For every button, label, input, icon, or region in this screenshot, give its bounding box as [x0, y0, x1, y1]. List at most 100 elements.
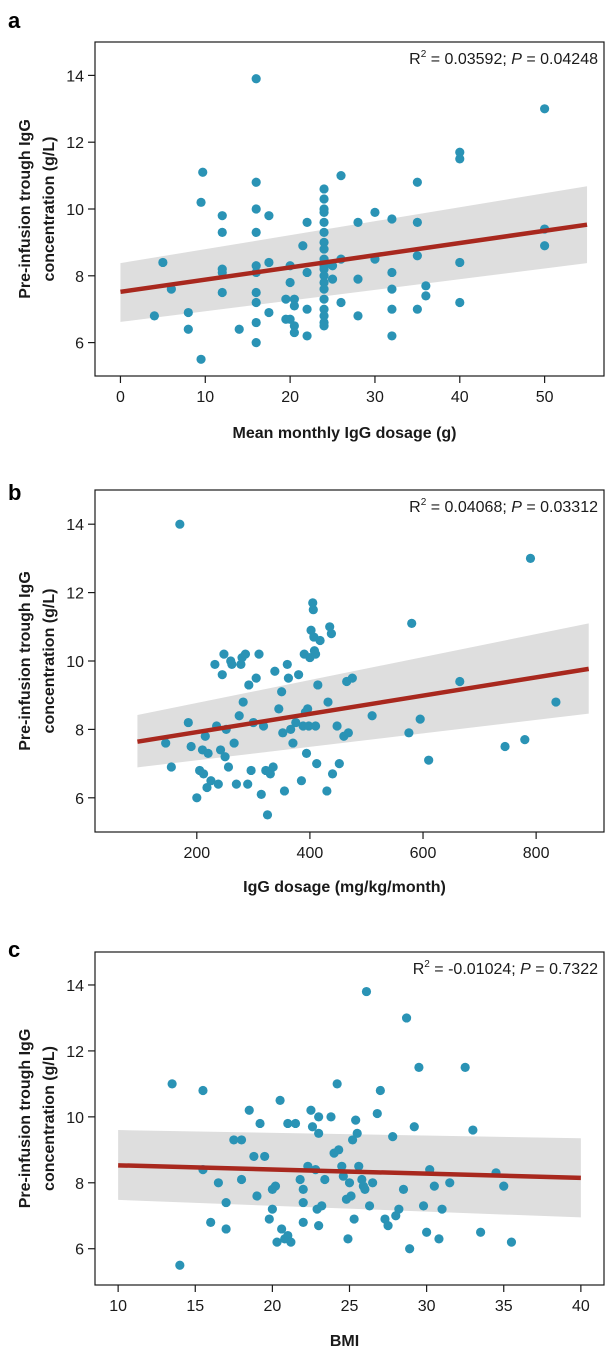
data-point	[424, 755, 434, 765]
data-point	[323, 697, 333, 707]
panel-a: a 0 10 20 30 40 50 6 8 10 12 14 Mean monthly IgG dos…	[8, 8, 605, 442]
y-tick-label: 12	[66, 586, 84, 603]
data-point	[319, 237, 329, 247]
data-point	[434, 1234, 444, 1244]
x-tick-label: 600	[410, 845, 437, 862]
data-point	[313, 680, 323, 690]
data-point	[236, 1135, 247, 1145]
data-point	[296, 776, 307, 786]
data-point	[243, 779, 253, 789]
x-tick-label: 15	[186, 1298, 204, 1315]
data-point	[344, 1178, 355, 1188]
data-point	[306, 1105, 316, 1115]
data-point	[351, 1115, 361, 1125]
data-point	[277, 1224, 287, 1234]
data-point	[353, 274, 363, 284]
data-point	[327, 274, 338, 284]
data-point	[206, 776, 216, 786]
data-point	[288, 738, 298, 748]
data-point	[319, 271, 329, 281]
data-point	[196, 354, 206, 364]
data-point	[388, 1132, 398, 1142]
data-point	[196, 197, 206, 207]
confidence-band	[120, 186, 588, 322]
data-point	[206, 1217, 216, 1227]
data-point	[455, 154, 465, 164]
data-point	[183, 717, 193, 728]
data-point	[254, 649, 264, 659]
data-point	[289, 294, 299, 304]
y-axis-title: concentration (g/L)	[41, 137, 58, 282]
data-point	[289, 327, 299, 338]
data-point	[264, 257, 274, 268]
data-point	[272, 1237, 282, 1247]
data-point	[455, 297, 465, 308]
data-point	[429, 1181, 439, 1191]
x-tick-label: 25	[341, 1298, 359, 1315]
data-point	[303, 704, 313, 714]
data-point	[500, 741, 510, 752]
data-point	[246, 765, 256, 776]
data-point	[375, 1085, 385, 1096]
data-point	[319, 184, 329, 194]
data-point	[256, 789, 266, 799]
data-point	[407, 618, 417, 628]
data-point	[387, 304, 397, 314]
data-point	[294, 670, 304, 680]
data-point	[372, 1108, 382, 1119]
panel-letter: c	[8, 937, 20, 962]
data-point	[460, 1062, 470, 1072]
data-point	[353, 217, 363, 227]
data-point	[203, 748, 213, 758]
x-tick-label: 400	[297, 845, 324, 862]
data-point	[383, 1221, 393, 1231]
data-point	[183, 324, 193, 334]
panel-letter: a	[8, 8, 21, 33]
data-point	[240, 649, 251, 659]
data-point	[298, 1197, 308, 1208]
data-point	[277, 687, 287, 697]
data-point	[213, 1178, 223, 1188]
data-point	[251, 74, 261, 84]
data-point	[274, 704, 284, 714]
data-point	[364, 1201, 375, 1211]
data-point	[336, 171, 346, 181]
data-point	[412, 304, 422, 314]
data-point	[308, 605, 318, 615]
data-point	[319, 207, 329, 217]
data-point	[352, 1128, 362, 1138]
data-point	[202, 782, 212, 793]
data-point	[343, 728, 353, 738]
data-point	[525, 553, 536, 564]
data-point	[551, 697, 561, 707]
data-point	[221, 1197, 231, 1208]
y-tick-label: 10	[66, 202, 84, 219]
data-point	[290, 1118, 301, 1129]
data-point	[198, 167, 208, 177]
regression-line	[137, 666, 590, 744]
y-tick-label: 14	[66, 517, 84, 534]
data-point	[476, 1227, 486, 1237]
data-point	[298, 1217, 308, 1227]
data-point	[251, 177, 261, 187]
data-point	[217, 227, 227, 237]
x-tick-label: 800	[523, 845, 550, 862]
data-point	[234, 711, 244, 721]
data-point	[387, 267, 397, 278]
data-point	[251, 317, 261, 328]
data-point	[231, 779, 241, 789]
data-point	[291, 717, 301, 728]
panel-b: b 200 400 600 800 6 8 10 12 14 IgG dosage (mg/kg/m…	[8, 480, 605, 896]
data-point	[275, 1095, 285, 1105]
data-point	[175, 1260, 185, 1270]
data-point	[252, 1191, 262, 1201]
data-point	[278, 728, 288, 738]
data-point	[221, 1224, 231, 1234]
data-point	[347, 1135, 358, 1145]
data-point	[251, 204, 261, 214]
data-point	[370, 207, 380, 217]
data-point	[223, 762, 234, 772]
data-point	[360, 1184, 370, 1194]
data-point	[312, 759, 322, 769]
y-axis-title: Pre-infusion trough IgG	[17, 571, 34, 751]
